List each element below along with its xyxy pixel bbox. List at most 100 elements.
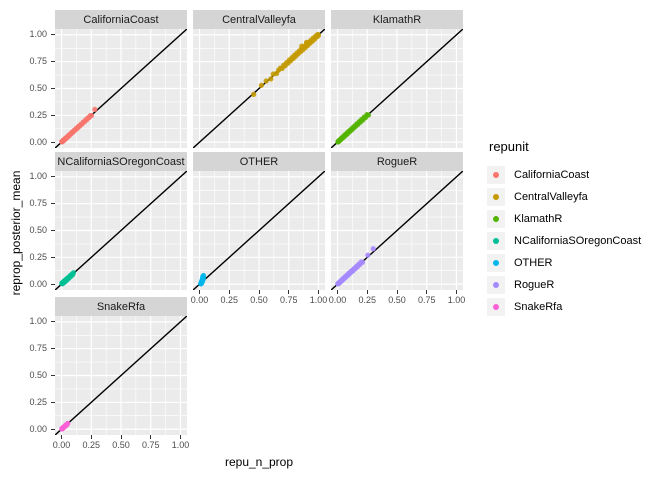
legend-entry-OTHER: OTHER [487, 252, 641, 274]
y-tick-mark [51, 283, 55, 285]
x-tick-label: 0.75 [279, 295, 298, 305]
x-tick-mark [179, 435, 181, 439]
legend-dot-icon [493, 238, 499, 244]
legend-key [487, 254, 505, 272]
facet-panel-NCaliforniaSOregonCoast [55, 171, 187, 290]
data-point [299, 43, 305, 49]
x-tick-mark [337, 290, 339, 294]
legend-label: KlamathR [514, 213, 563, 225]
y-tick-mark [51, 61, 55, 63]
data-point [263, 78, 269, 84]
facet-panel-SnakeRfa [55, 316, 187, 435]
data-point [88, 112, 95, 119]
y-tick-label: 0.75 [29, 56, 47, 67]
y-tick-label: 1.00 [29, 171, 47, 182]
facet-panel-CentralValleyfa [193, 29, 325, 148]
legend-label: CentralValleyfa [514, 191, 588, 203]
facet-panel-OTHER [193, 171, 325, 290]
x-tick-mark [199, 290, 201, 294]
data-point [365, 252, 371, 258]
y-tick-mark [51, 375, 55, 376]
y-tick-label: 0.00 [29, 136, 47, 147]
data-point [315, 32, 322, 39]
y-tick-label: 0.00 [29, 278, 47, 289]
y-tick-label: 0.00 [29, 423, 47, 434]
facet-strip-RogueR: RogueR [331, 152, 463, 171]
y-tick-mark [51, 230, 55, 231]
y-tick-label: 0.50 [29, 225, 47, 235]
x-tick-label: 0.00 [328, 295, 347, 305]
x-tick-mark [455, 290, 457, 294]
x-tick-label: 1.00 [447, 295, 466, 305]
y-tick-mark [51, 34, 55, 36]
legend-key [487, 276, 505, 294]
x-tick-label: 0.50 [250, 295, 268, 305]
data-point [70, 270, 77, 276]
legend-dot-icon [493, 216, 499, 222]
facet-panel-KlamathR [331, 29, 463, 148]
legend-label: SnakeRfa [514, 301, 563, 313]
x-tick-mark [90, 435, 92, 439]
legend-dot-icon [493, 194, 499, 200]
legend-label: CaliforniaCoast [514, 169, 590, 181]
x-tick-mark [317, 290, 319, 294]
facet-strip-CentralValleyfa: CentralValleyfa [193, 10, 325, 29]
y-tick-label: 0.50 [29, 370, 47, 380]
x-tick-mark [258, 290, 260, 294]
legend-dot-icon [493, 282, 499, 288]
x-tick-label: 0.25 [82, 440, 101, 450]
y-tick-label: 0.50 [29, 83, 47, 93]
legend-title: repunit [489, 139, 529, 154]
facet-strip-SnakeRfa: SnakeRfa [55, 297, 187, 316]
y-tick-mark [51, 256, 55, 258]
data-point [268, 76, 274, 82]
legend-key [487, 166, 505, 184]
data-point [92, 106, 98, 113]
x-tick-label: 0.50 [112, 440, 130, 450]
legend-dot-icon [493, 304, 499, 310]
data-point [65, 420, 71, 426]
facet-panel-CaliforniaCoast [55, 29, 187, 148]
x-tick-mark [396, 290, 398, 294]
x-tick-label: 0.50 [388, 295, 406, 305]
y-tick-mark [51, 88, 55, 89]
x-tick-mark [150, 435, 152, 439]
legend-key [487, 298, 505, 316]
y-tick-mark [51, 321, 55, 323]
x-tick-label: 0.00 [190, 295, 209, 305]
facet-strip-NCaliforniaSOregonCoast: NCaliforniaSOregonCoast [55, 152, 187, 171]
y-tick-mark [51, 428, 55, 430]
x-tick-mark [288, 290, 290, 294]
y-tick-mark [51, 401, 55, 403]
data-point [303, 39, 310, 45]
data-point [365, 112, 372, 118]
x-axis-title: repu_n_prop [224, 455, 294, 469]
data-point [200, 272, 207, 279]
legend-key [487, 232, 505, 250]
facet-panel-RogueR [331, 171, 463, 290]
legend-entry-RogueR: RogueR [487, 274, 641, 296]
x-tick-mark [61, 435, 63, 439]
y-tick-label: 0.25 [29, 109, 47, 120]
legend-label: OTHER [514, 257, 553, 269]
y-tick-label: 0.75 [29, 343, 47, 354]
legend-dot-icon [493, 260, 499, 266]
data-point [251, 91, 257, 97]
x-tick-mark [228, 290, 230, 294]
data-point [258, 82, 264, 88]
facet-strip-KlamathR: KlamathR [331, 10, 463, 29]
legend-key [487, 188, 505, 206]
x-tick-label: 1.00 [171, 440, 190, 450]
x-tick-label: 0.25 [358, 295, 377, 305]
x-tick-label: 1.00 [309, 295, 328, 305]
x-tick-mark [366, 290, 368, 294]
x-tick-label: 0.75 [141, 440, 160, 450]
legend-entry-SnakeRfa: SnakeRfa [487, 296, 641, 318]
x-tick-label: 0.25 [220, 295, 239, 305]
y-tick-label: 0.75 [29, 198, 47, 209]
x-tick-mark [426, 290, 428, 294]
facet-strip-OTHER: OTHER [193, 152, 325, 171]
data-point [370, 246, 376, 252]
legend-dot-icon [493, 172, 499, 178]
y-tick-mark [51, 141, 55, 143]
